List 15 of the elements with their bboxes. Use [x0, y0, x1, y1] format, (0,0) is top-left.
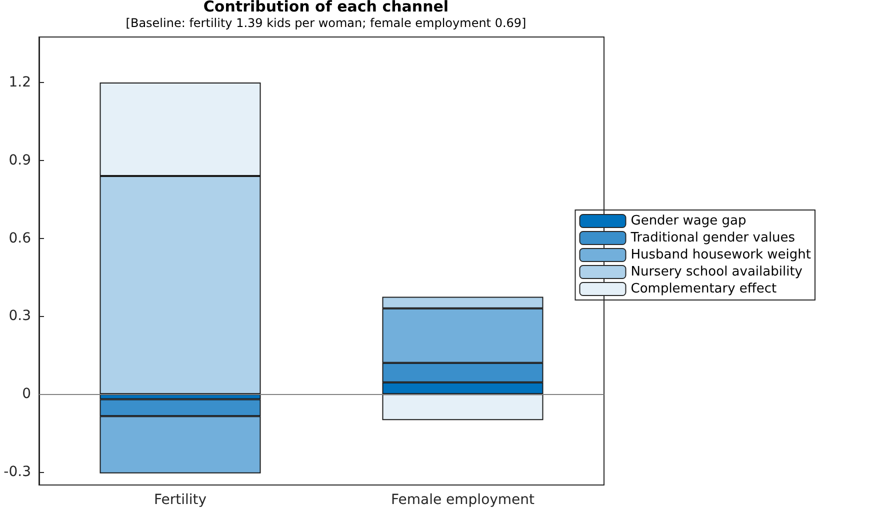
chart-title: Contribution of each channel: [203, 0, 449, 16]
x-tick-label: Female employment: [390, 492, 536, 508]
legend-label: Gender wage gap: [630, 214, 746, 228]
y-tick-label: 0.6: [8, 230, 32, 246]
x-tick-label: Fertility: [154, 492, 207, 508]
legend-label: Nursery school availability: [630, 264, 803, 280]
y-tick-label: -0.3: [4, 464, 31, 480]
legend-label: Traditional gender values: [630, 230, 796, 246]
legend-label: Complementary effect: [630, 282, 777, 296]
legend-label: Husband housework weight: [630, 248, 812, 262]
chart-subtitle: [Baseline: fertility 1.39 kids per woman; female employment 0.69]: [126, 16, 526, 30]
y-tick-label: 0: [22, 386, 31, 402]
y-tick-label: 0.3: [8, 308, 31, 324]
y-tick-label: 0.9: [8, 152, 31, 168]
y-tick-label: 1.2: [8, 74, 31, 90]
